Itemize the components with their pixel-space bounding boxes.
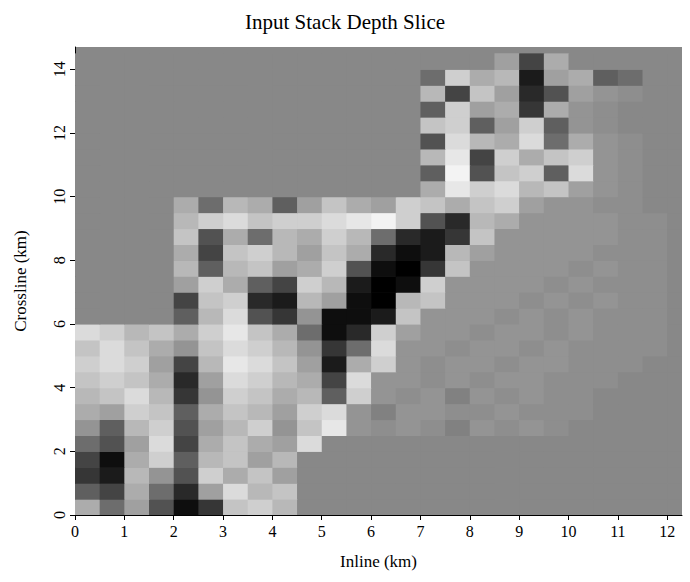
svg-text:8: 8 [51, 256, 68, 264]
svg-text:6: 6 [51, 320, 68, 328]
svg-text:4: 4 [51, 384, 68, 392]
svg-text:Input Stack Depth Slice: Input Stack Depth Slice [245, 10, 445, 34]
svg-text:12: 12 [51, 125, 68, 141]
svg-text:4: 4 [268, 523, 276, 540]
svg-text:10: 10 [51, 189, 68, 205]
svg-text:9: 9 [515, 523, 523, 540]
svg-text:0: 0 [51, 511, 68, 519]
svg-text:7: 7 [416, 523, 424, 540]
svg-text:10: 10 [560, 523, 576, 540]
svg-text:Inline (km): Inline (km) [340, 552, 417, 571]
svg-text:14: 14 [51, 61, 68, 77]
svg-text:0: 0 [71, 523, 79, 540]
svg-text:6: 6 [367, 523, 375, 540]
svg-text:2: 2 [51, 447, 68, 455]
svg-text:12: 12 [659, 523, 675, 540]
svg-text:5: 5 [318, 523, 326, 540]
svg-text:3: 3 [219, 523, 227, 540]
svg-text:Crossline (km): Crossline (km) [11, 230, 30, 332]
svg-text:2: 2 [170, 523, 178, 540]
svg-text:8: 8 [466, 523, 474, 540]
svg-text:1: 1 [120, 523, 128, 540]
svg-text:11: 11 [610, 523, 625, 540]
